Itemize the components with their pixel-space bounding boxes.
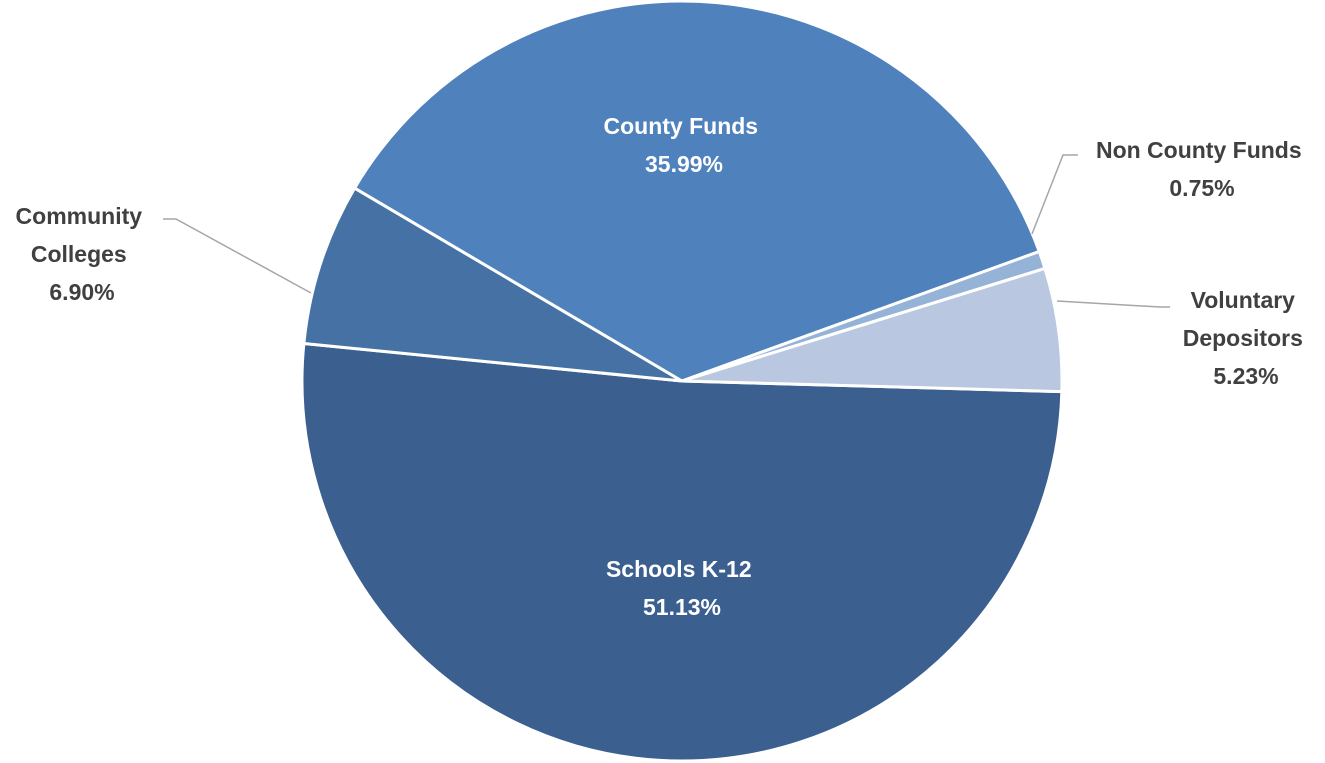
slice-label-voluntary-depositors: Voluntary Depositors 5.23% (1183, 287, 1310, 389)
slice-label-community-colleges-line2: Colleges (31, 241, 127, 267)
leader-line-non-county-funds (1031, 154, 1078, 235)
slice-county-funds (353, 0, 1041, 383)
leader-lines (163, 154, 1170, 308)
pie-slices (300, 0, 1064, 763)
slice-label-non-county-funds: Non County Funds 0.75% (1096, 137, 1308, 201)
slice-label-community-colleges-line1: Community (16, 203, 143, 229)
slice-label-voluntary-depositors-line2: Depositors (1183, 325, 1303, 351)
slice-voluntary-depositors (680, 266, 1064, 394)
slice-community-colleges (302, 186, 684, 383)
slice-schools-k12 (300, 341, 1064, 763)
slice-label-community-colleges: Community Colleges 6.90% (16, 203, 149, 305)
slice-label-county-funds: County Funds 35.99% (604, 113, 765, 177)
leader-line-community-colleges (163, 218, 312, 294)
slice-label-voluntary-depositors-line1: Voluntary (1191, 287, 1296, 313)
leader-line-voluntary-depositors (1056, 300, 1170, 308)
slice-label-schools: Schools K-12 51.13% (606, 556, 758, 620)
